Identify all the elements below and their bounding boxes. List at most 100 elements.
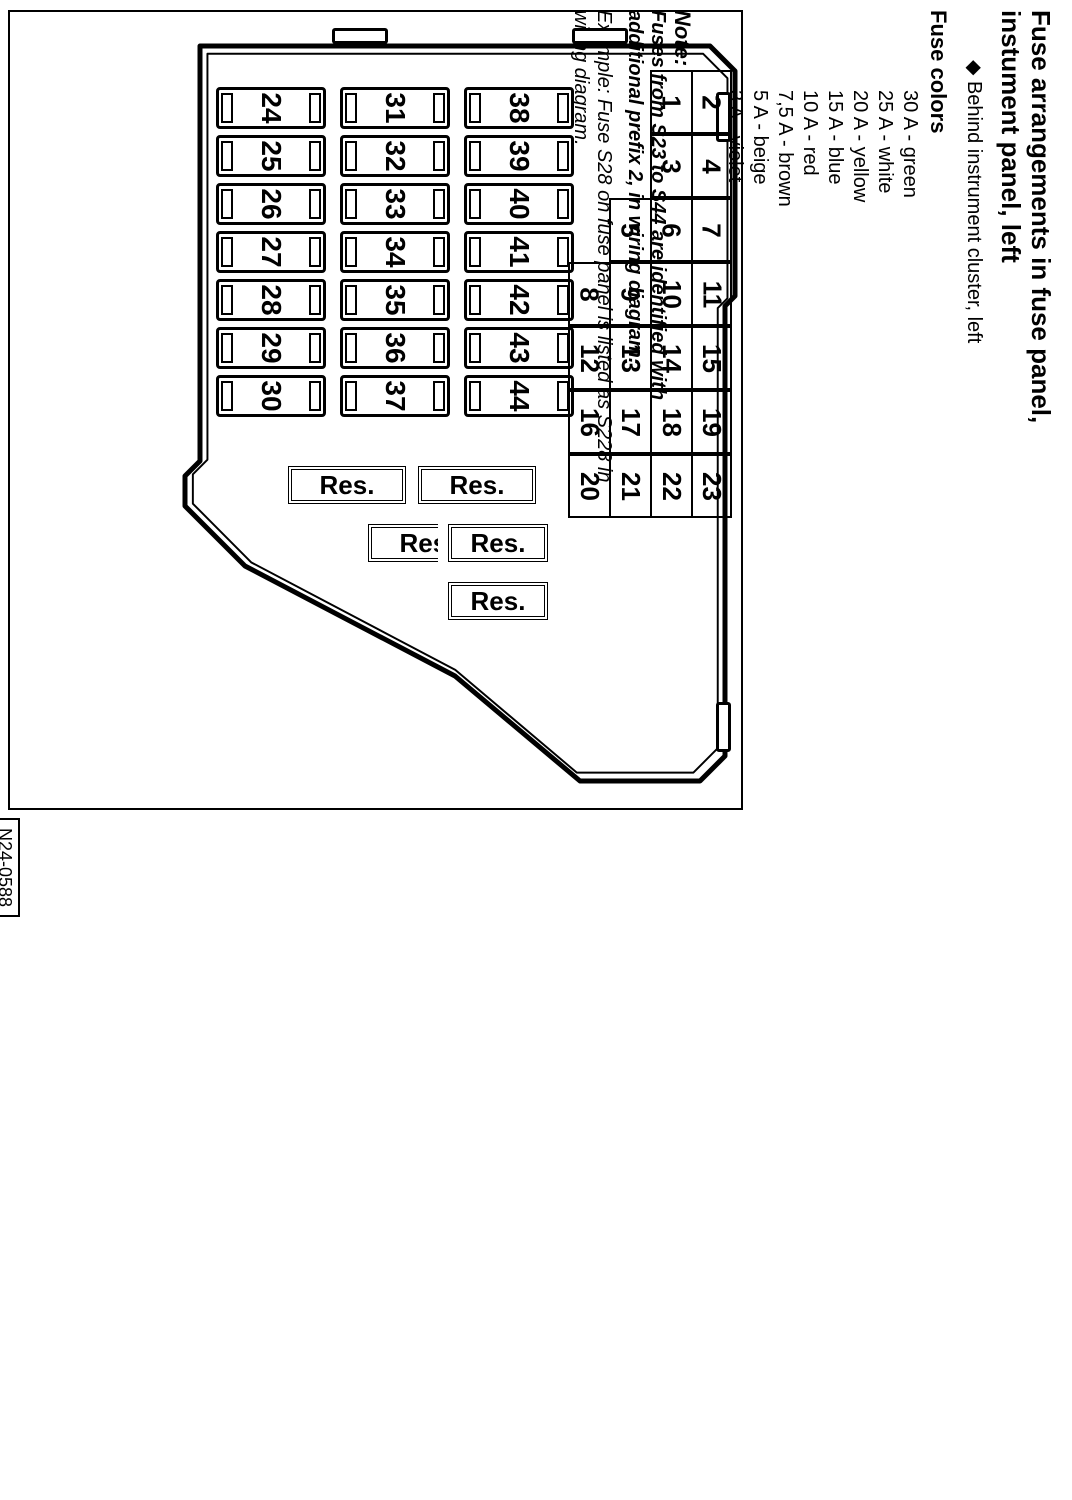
fuse-number: 21 [615,472,646,501]
small-fuse: 4 [691,134,732,198]
small-fuse: 6 [650,198,691,262]
small-fuse: 17 [609,390,650,454]
small-fuse: 23 [691,454,732,518]
fuse-number: 1 [656,95,687,109]
fuse-number: 32 [379,140,411,171]
document-id: N24-0588 [0,818,20,917]
fuse-number: 40 [503,188,535,219]
fuse-number: 17 [615,408,646,437]
page-title: Fuse arrangements in fuse panel, instume… [995,10,1055,510]
fuse-number: 43 [503,332,535,363]
small-fuse: 12 [568,326,609,390]
small-fuse: 5 [609,198,650,262]
reserve-slot: Res. [288,466,406,504]
small-fuse: 16 [568,390,609,454]
fuse-number: 41 [503,236,535,267]
fuse-number: 2 [696,95,727,109]
fuse-number: 3 [656,159,687,173]
large-fuse: 38 [464,87,574,129]
large-fuse: 32 [340,135,450,177]
fuse-number: 15 [696,344,727,373]
fuse-number: 34 [379,236,411,267]
large-fuse: 41 [464,231,574,273]
fuse-number: 12 [574,344,605,373]
fuse-number: 29 [255,332,287,363]
small-fuse: 3 [650,134,691,198]
fuse-number: 4 [696,159,727,173]
fuse-number: 8 [574,287,605,301]
small-fuse: 7 [691,198,732,262]
small-fuse: 19 [691,390,732,454]
fuse-number: 28 [255,284,287,315]
fuse-number: 23 [696,472,727,501]
large-fuse: 26 [216,183,326,225]
small-fuse: 15 [691,326,732,390]
fuse-number: 35 [379,284,411,315]
fuse-number: 9 [615,287,646,301]
large-fuse: 34 [340,231,450,273]
fuse-number: 14 [656,344,687,373]
fuse-number: 13 [615,344,646,373]
reserve-slot: Res. [448,524,548,562]
small-fuse: 8 [568,262,609,326]
large-fuse: 28 [216,279,326,321]
fuse-color-4: 10 A - red [798,90,821,176]
fuse-number: 37 [379,380,411,411]
fuse-number: 30 [255,380,287,411]
panel-tab [572,28,628,44]
panel-side-tab [716,702,731,752]
fuse-number: 38 [503,92,535,123]
small-fuse: 10 [650,262,691,326]
fuse-number: 36 [379,332,411,363]
small-fuse: 18 [650,390,691,454]
fuse-number: 16 [574,408,605,437]
fuse-number: 5 [615,223,646,237]
small-fuse: 14 [650,326,691,390]
large-fuse: 24 [216,87,326,129]
fuse-number: 27 [255,236,287,267]
small-fuse: 13 [609,326,650,390]
small-fuse: 2 [691,70,732,134]
small-fuse: 21 [609,454,650,518]
fuse-number: 11 [696,280,727,308]
fuse-number: 24 [255,92,287,123]
fuse-colors-heading: Fuse colors [925,10,951,133]
fuse-color-2: 20 A - yellow [848,90,871,202]
large-fuse: 35 [340,279,450,321]
panel-tab [332,28,388,44]
large-fuse: 39 [464,135,574,177]
fuse-number: 39 [503,140,535,171]
location-bullet: ◆ Behind instrument cluster, left [962,60,987,343]
small-fuse: 1 [650,70,691,134]
fuse-number: 18 [656,408,687,437]
fuse-number: 22 [656,472,687,501]
large-fuse: 42 [464,279,574,321]
small-fuse: 9 [609,262,650,326]
fuse-number: 6 [656,223,687,237]
diagram-frame: 2425262728293031323334353637383940414243… [8,10,743,810]
large-fuse: 33 [340,183,450,225]
fuse-number: 10 [656,280,687,309]
fuse-number: 19 [696,408,727,437]
fuse-color-0: 30 A - green [898,90,921,198]
large-fuse: 40 [464,183,574,225]
text-column: Fuse arrangements in fuse panel, instume… [787,0,1072,1500]
fuse-color-3: 15 A - blue [823,90,846,185]
large-fuse: 27 [216,231,326,273]
large-fuse: 30 [216,375,326,417]
large-fuse: 36 [340,327,450,369]
fuse-color-6: 5 A - beige [748,90,771,185]
small-fuse: 11 [691,262,732,326]
fuse-number: 7 [696,223,727,237]
fuse-number: 31 [379,92,411,123]
reserve-slot: Res. [418,466,536,504]
reserve-slot: Res. [448,582,548,620]
fuse-number: 20 [574,472,605,501]
fuse-number: 44 [503,380,535,411]
fuse-color-5: 7,5 A - brown [773,90,796,207]
fuse-number: 25 [255,140,287,171]
fuse-number: 26 [255,188,287,219]
fuse-number: 42 [503,284,535,315]
large-fuse: 25 [216,135,326,177]
small-fuse: 20 [568,454,609,518]
